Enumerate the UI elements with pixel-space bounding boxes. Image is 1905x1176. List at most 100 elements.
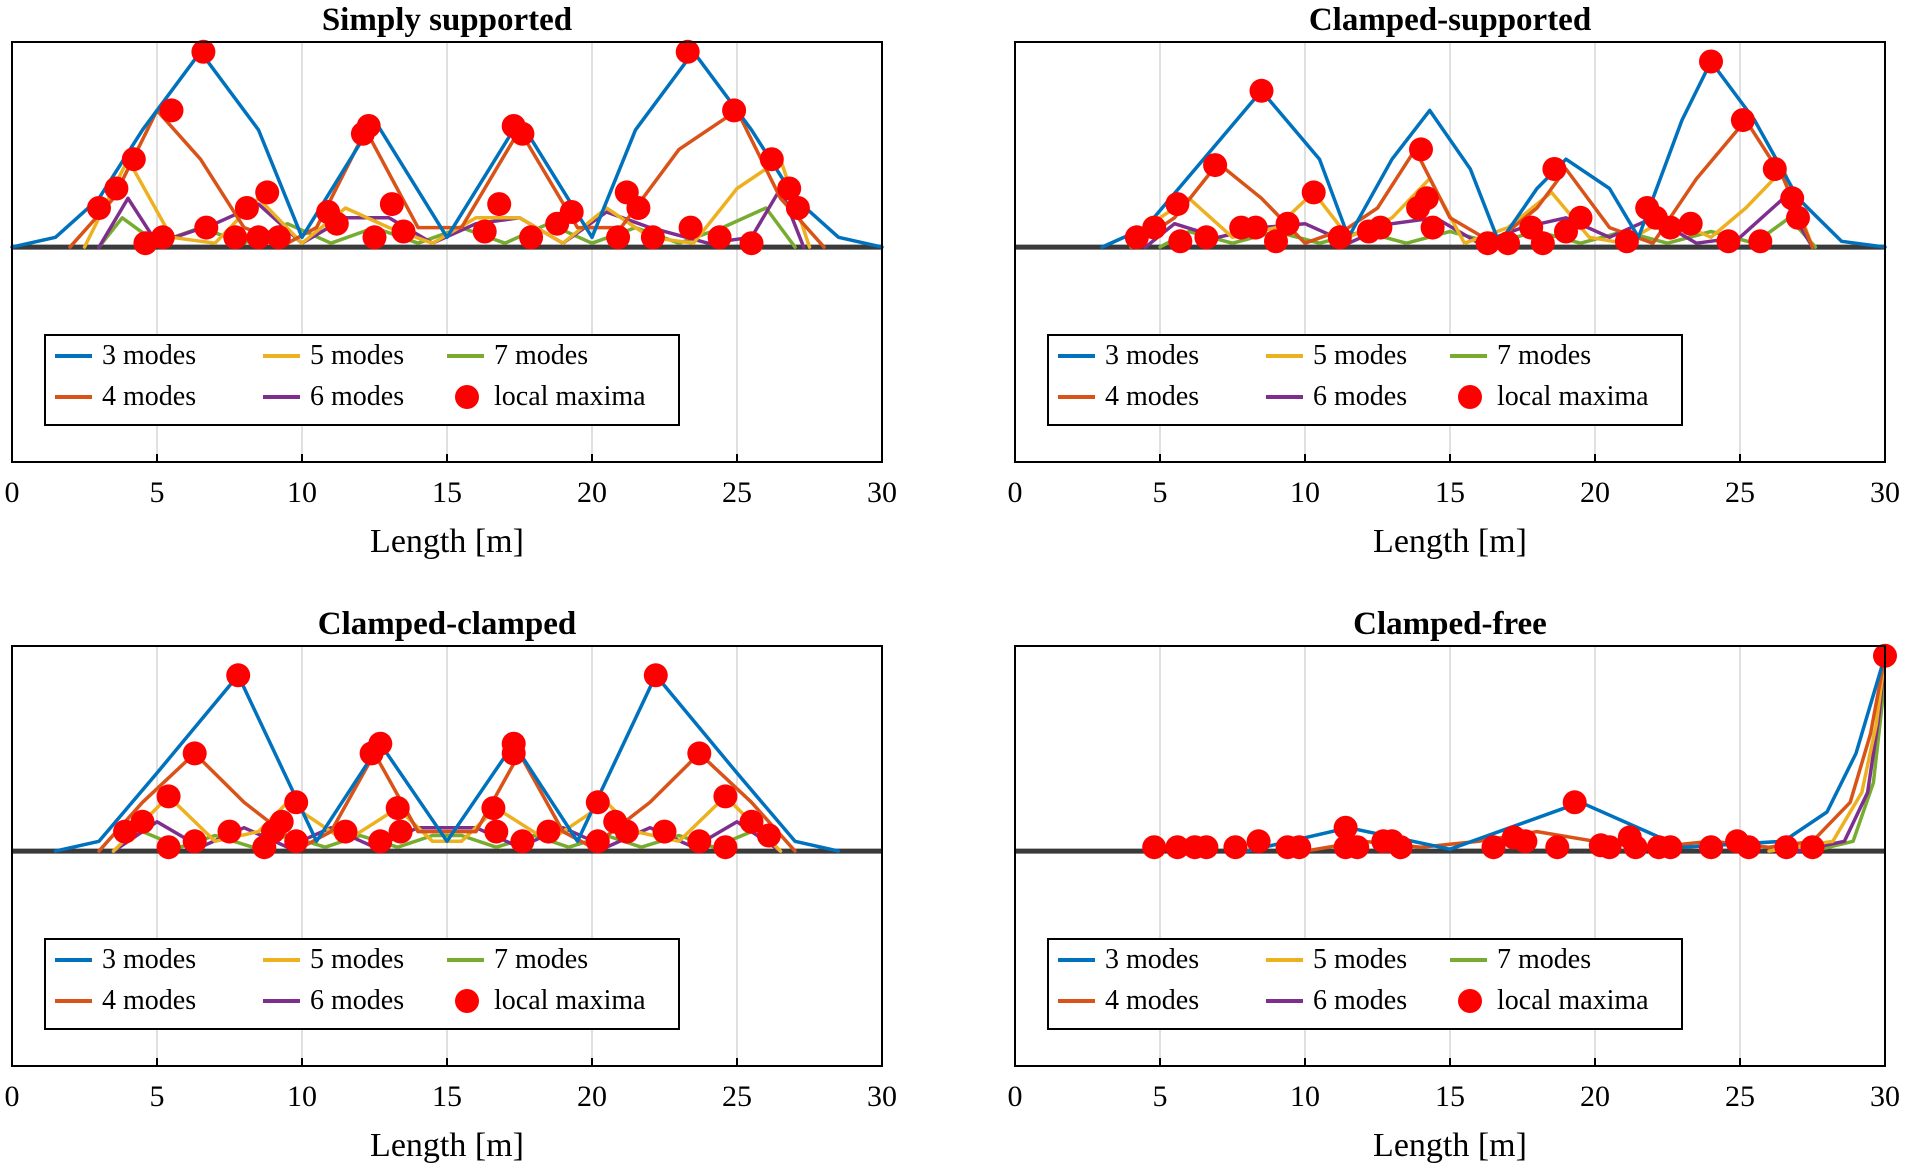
local-maximum-point [1301, 180, 1326, 205]
chart-panel-4: 0 5 10 15 20 25 30 Length [m] Clamped-free 3 mode… [1008, 606, 1901, 1164]
local-maximum-point [1748, 229, 1773, 254]
local-maximum-point [226, 663, 251, 688]
local-maximum-point [1409, 137, 1433, 162]
x-tick-label: 20 [1580, 1080, 1610, 1113]
legend-marker [455, 989, 479, 1013]
local-maximum-point [1780, 186, 1805, 211]
local-maximum-point [1730, 108, 1755, 133]
legend-label: 4 modes [102, 381, 196, 412]
series-line [53, 673, 841, 853]
x-tick-label: 5 [1153, 476, 1168, 509]
local-maximum-point [385, 796, 410, 821]
local-maximum-point [1420, 215, 1445, 240]
legend-item: 7 modes [447, 944, 588, 975]
maxima-group [1142, 643, 1897, 860]
local-maximum-point [1623, 835, 1648, 860]
legend-item: 5 modes [263, 340, 404, 371]
x-tick-label: 30 [867, 1080, 897, 1113]
x-tick-label: 20 [577, 1080, 607, 1113]
legend-label: 5 modes [310, 340, 404, 371]
local-maximum-point [368, 731, 393, 756]
local-maximum-point [510, 121, 535, 146]
local-maximum-point [1168, 229, 1193, 254]
local-maximum-point [1414, 186, 1439, 211]
legend-item: 7 modes [447, 340, 588, 371]
local-maximum-point [1762, 157, 1787, 181]
x-tick-label: 20 [1580, 476, 1610, 509]
legend-label: 5 modes [310, 944, 404, 975]
legend-label: 7 modes [1497, 944, 1591, 975]
local-maximum-point [1345, 835, 1370, 860]
x-tick-label: 25 [722, 1080, 752, 1113]
local-maximum-point [1246, 829, 1271, 854]
legend-item: local maxima [1458, 381, 1649, 412]
local-maximum-point [269, 809, 294, 834]
local-maximum-point [626, 196, 651, 220]
legend-box [44, 938, 680, 1030]
series-line [1129, 118, 1815, 249]
local-maximum-point [1264, 229, 1288, 254]
chart-panel-3: 0 5 10 15 20 25 30 Length [m] Clamped-clamped 3 m… [5, 606, 898, 1164]
local-maximum-point [707, 225, 732, 250]
chart-title: Simply supported [322, 2, 572, 38]
local-maximum-point [722, 98, 747, 123]
x-axis-label: Length [m] [370, 523, 524, 560]
legend-marker [1458, 385, 1482, 409]
legend-label: 6 modes [310, 381, 404, 412]
local-maximum-point [1223, 835, 1248, 860]
local-maximum-point [368, 829, 393, 854]
legend-label: local maxima [494, 381, 646, 412]
x-tick-label: 10 [287, 1080, 317, 1113]
local-maximum-point [156, 835, 181, 860]
legend-item: 6 modes [1266, 381, 1407, 412]
local-maximum-point [739, 809, 764, 834]
legend-item: 5 modes [1266, 944, 1407, 975]
local-maximum-point [713, 784, 738, 809]
chart-title: Clamped-free [1353, 606, 1547, 642]
local-maximum-point [156, 784, 181, 809]
local-maximum-point [1597, 835, 1622, 860]
local-maximum-point [481, 796, 506, 821]
local-maximum-point [1368, 215, 1393, 240]
legend: 3 modes 5 modes 7 modes 4 modes 6 modes local… [1047, 938, 1683, 1030]
legend-label: 5 modes [1313, 944, 1407, 975]
x-tick-label: 10 [1290, 476, 1320, 509]
chart-title: Clamped-supported [1309, 2, 1591, 38]
local-maximum-point [640, 225, 665, 250]
local-maximum-point [182, 741, 207, 766]
legend-item: 4 modes [55, 381, 196, 412]
local-maximum-point [362, 225, 387, 250]
local-maximum-point [1513, 829, 1538, 854]
local-maximum-point [687, 741, 712, 766]
local-maximum-point [1243, 215, 1268, 240]
series-line [1129, 167, 1815, 249]
legend-item: 4 modes [55, 985, 196, 1016]
local-maximum-point [1530, 231, 1555, 256]
legend-label: 4 modes [102, 985, 196, 1016]
local-maximum-point [1475, 231, 1500, 256]
local-maximum-point [379, 192, 404, 217]
local-maximum-point [113, 819, 138, 844]
local-maximum-point [585, 829, 610, 854]
x-axis-label: Length [m] [1373, 1127, 1527, 1164]
legend-label: 6 modes [310, 985, 404, 1016]
local-maximum-point [324, 211, 349, 236]
x-tick-label: 25 [722, 476, 752, 509]
local-maximum-point [1699, 835, 1723, 860]
local-maximum-point [150, 225, 175, 250]
local-maximum-point [1568, 205, 1593, 230]
legend-label: local maxima [494, 985, 646, 1016]
local-maximum-point [643, 663, 668, 688]
local-maximum-point [1774, 835, 1799, 860]
local-maximum-point [536, 819, 561, 844]
legend-box [1047, 938, 1683, 1030]
local-maximum-point [1203, 153, 1228, 178]
legend-item: 7 modes [1450, 944, 1591, 975]
legend-item: 6 modes [263, 381, 404, 412]
legend-label: 7 modes [1497, 340, 1591, 371]
chart-title: Clamped-clamped [318, 606, 577, 642]
legend-label: 3 modes [102, 944, 196, 975]
local-maximum-point [194, 215, 219, 240]
local-maximum-point [1736, 835, 1761, 860]
